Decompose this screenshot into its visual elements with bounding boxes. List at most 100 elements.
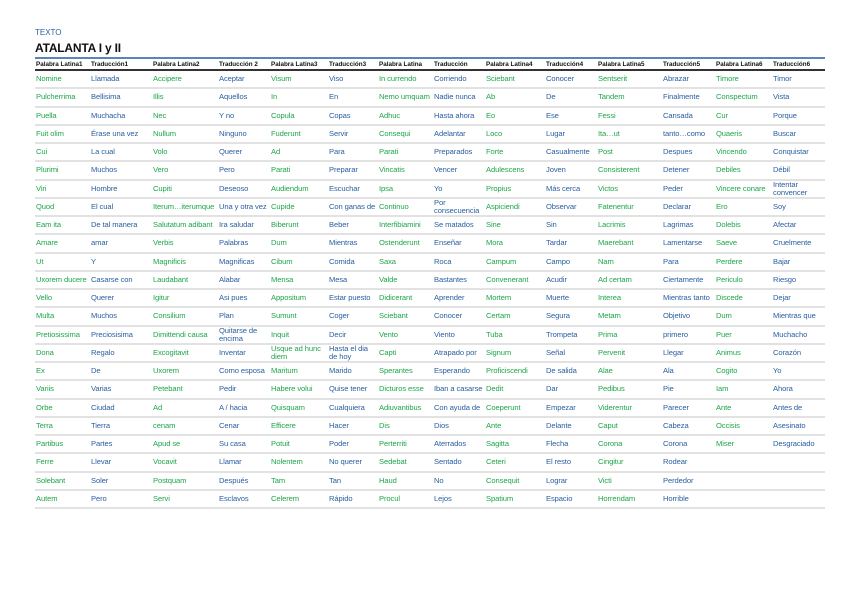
latin-word-cell: Terra — [35, 416, 90, 437]
translation-cell: Lograr — [545, 471, 597, 491]
translation-cell: Érase una vez — [90, 124, 152, 145]
latin-word-cell: Verbis — [152, 234, 218, 254]
translation-cell: Palabras — [218, 234, 270, 254]
translation-cell: Acudir — [545, 270, 597, 291]
translation-cell: Inventar — [218, 343, 270, 364]
translation-cell: Muchos — [90, 161, 152, 181]
translation-cell: Empezar — [545, 398, 597, 418]
latin-word-cell: Vero — [152, 161, 218, 181]
table-row: Solebant Soler Postquam Después Tam Tan Haud No… — [35, 471, 825, 491]
latin-word-cell: Valde — [378, 270, 433, 291]
translation-cell: Señal — [545, 343, 597, 364]
translation-cell: Asi pues — [218, 289, 270, 309]
translation-cell: Tardar — [545, 234, 597, 254]
translation-cell: De salida — [545, 362, 597, 382]
translation-cell: Desgraciado — [772, 435, 825, 455]
translation-cell: Segura — [545, 307, 597, 327]
latin-word-cell: Plurimi — [35, 161, 90, 181]
translation-cell: A / hacia — [218, 398, 270, 418]
table-row: Vello Querer Igitur Asi pues Appositum Estar … — [35, 289, 825, 309]
latin-word-cell: Vincendo — [715, 143, 772, 163]
latin-word-cell: Postquam — [152, 471, 218, 491]
translation-cell: Aquellos — [218, 88, 270, 108]
translation-cell: Hombre — [90, 179, 152, 199]
translation-cell: Preparados — [433, 143, 485, 163]
latin-word-cell: Maritum — [270, 362, 328, 382]
translation-cell: Mientras que — [772, 307, 825, 327]
translation-cell: Conquistar — [772, 143, 825, 163]
latin-word-cell: Debiles — [715, 161, 772, 181]
latin-word-cell: Ostenderunt — [378, 234, 433, 254]
latin-word-cell — [715, 453, 772, 473]
translation-cell: Atrapado por — [433, 343, 485, 364]
latin-word-cell: Ceteri — [485, 453, 545, 473]
document-title: ATALANTA I y II — [35, 41, 121, 55]
translation-cell: Porque — [772, 106, 825, 126]
latin-word-cell: Tandem — [597, 88, 662, 108]
latin-word-cell: Multa — [35, 307, 90, 327]
translation-cell: Conocer — [545, 70, 597, 90]
translation-cell: Plan — [218, 307, 270, 327]
translation-cell: Nadie nunca — [433, 88, 485, 108]
column-header: Palabra Latina6 — [715, 58, 772, 71]
latin-word-cell: Cogito — [715, 362, 772, 382]
translation-cell: Con ganas de — [328, 197, 378, 218]
translation-cell: Horrible — [662, 489, 715, 510]
latin-word-cell: Sumunt — [270, 307, 328, 327]
translation-cell: Servir — [328, 124, 378, 145]
translation-cell: Muchacha — [90, 106, 152, 126]
latin-word-cell: Cingitur — [597, 453, 662, 473]
latin-word-cell: Spatium — [485, 489, 545, 510]
translation-cell: Esperando — [433, 362, 485, 382]
translation-cell: Antes de — [772, 398, 825, 418]
column-header: Traducción5 — [662, 58, 715, 71]
latin-word-cell: Uxorem ducere — [35, 270, 90, 291]
translation-cell: Hacer — [328, 416, 378, 437]
translation-cell: No querer — [328, 453, 378, 473]
column-header: Traducción1 — [90, 58, 152, 71]
translation-cell: Para — [662, 252, 715, 272]
table-row: Uxorem ducere Casarse con Laudabant Alabar M… — [35, 270, 825, 291]
latin-word-cell: Amare — [35, 234, 90, 254]
translation-cell: Coger — [328, 307, 378, 327]
translation-cell: Perdedor — [662, 471, 715, 491]
table-row: Puella Muchacha Nec Y no Copula Copas Adhuc Has… — [35, 106, 825, 126]
latin-word-cell: Maerebant — [597, 234, 662, 254]
latin-word-cell: Ferre — [35, 453, 90, 473]
latin-word-cell: Vento — [378, 325, 433, 345]
translation-cell: Quise tener — [328, 380, 378, 400]
translation-cell: tanto…como — [662, 124, 715, 145]
latin-word-cell: Laudabant — [152, 270, 218, 291]
latin-word-cell: Usque ad hunc diem — [270, 343, 328, 364]
latin-word-cell: Metam — [597, 307, 662, 327]
table-row: Eam ita De tal manera Salutatum adibant Ira… — [35, 216, 825, 236]
latin-word-cell: Pervenit — [597, 343, 662, 364]
latin-word-cell: Audiendum — [270, 179, 328, 199]
latin-word-cell: Vincere conare — [715, 179, 772, 199]
latin-word-cell: Nemo umquam — [378, 88, 433, 108]
translation-cell: Viso — [328, 70, 378, 90]
translation-cell: Poder — [328, 435, 378, 455]
latin-word-cell: Visum — [270, 70, 328, 90]
latin-word-cell: Celerem — [270, 489, 328, 510]
translation-cell: Lagrimas — [662, 216, 715, 236]
table-row: Dona Regalo Excogitavit Inventar Usque ad hu… — [35, 343, 825, 364]
latin-word-cell: Consequi — [378, 124, 433, 145]
translation-cell: Marido — [328, 362, 378, 382]
latin-word-cell: Quisquam — [270, 398, 328, 418]
latin-word-cell — [715, 471, 772, 491]
table-row: Multa Muchos Consilium Plan Sumunt Coger Scieb… — [35, 307, 825, 327]
latin-word-cell: Ante — [485, 416, 545, 437]
translation-cell: Aprender — [433, 289, 485, 309]
latin-word-cell: Potuit — [270, 435, 328, 455]
column-header: Traducción3 — [328, 58, 378, 71]
latin-word-cell: Ex — [35, 362, 90, 382]
translation-cell: Joven — [545, 161, 597, 181]
latin-word-cell: Signum — [485, 343, 545, 364]
latin-word-cell: Ipsa — [378, 179, 433, 199]
latin-word-cell: Aspiciendi — [485, 197, 545, 218]
latin-word-cell: Convenerant — [485, 270, 545, 291]
translation-cell: primero — [662, 325, 715, 345]
translation-cell: Dios — [433, 416, 485, 437]
latin-word-cell: Continuo — [378, 197, 433, 218]
